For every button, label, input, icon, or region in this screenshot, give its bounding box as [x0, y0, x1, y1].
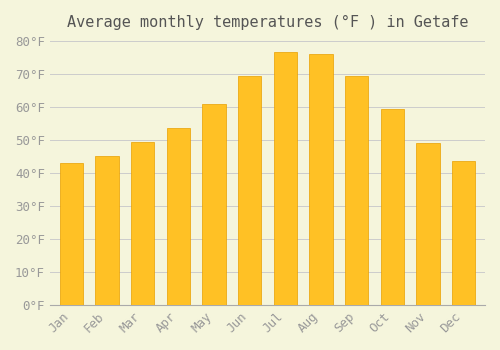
Bar — [202, 104, 226, 305]
Bar — [238, 76, 261, 305]
Title: Average monthly temperatures (°F ) in Getafe: Average monthly temperatures (°F ) in Ge… — [66, 15, 468, 30]
Bar — [452, 161, 475, 305]
Bar — [166, 128, 190, 305]
Bar — [96, 156, 118, 305]
Bar — [131, 142, 154, 305]
Bar — [416, 143, 440, 305]
Bar — [60, 163, 83, 305]
Bar — [274, 52, 297, 305]
Bar — [345, 76, 368, 305]
Bar — [310, 54, 332, 305]
Bar — [380, 108, 404, 305]
